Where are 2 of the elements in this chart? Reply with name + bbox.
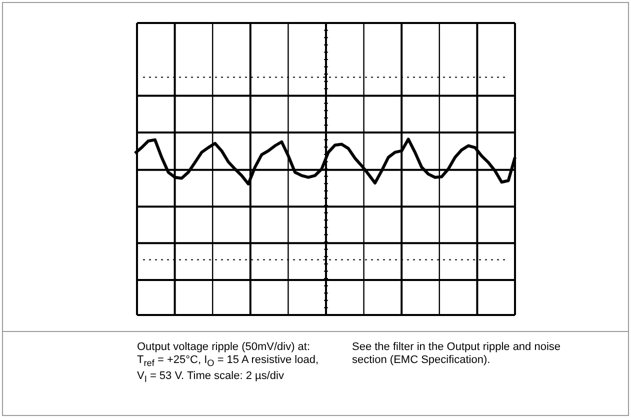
text: See the filter in the Output ripple and noise section (EMC Specification). <box>352 341 562 367</box>
text: Output voltage ripple (50mV/div) at: T$_{ref}$ = +25°C, I$_{O}$ = 15 A resistive load, V$_{I}$ = 53 V. Time scale: 2 µs/div <box>137 341 319 384</box>
